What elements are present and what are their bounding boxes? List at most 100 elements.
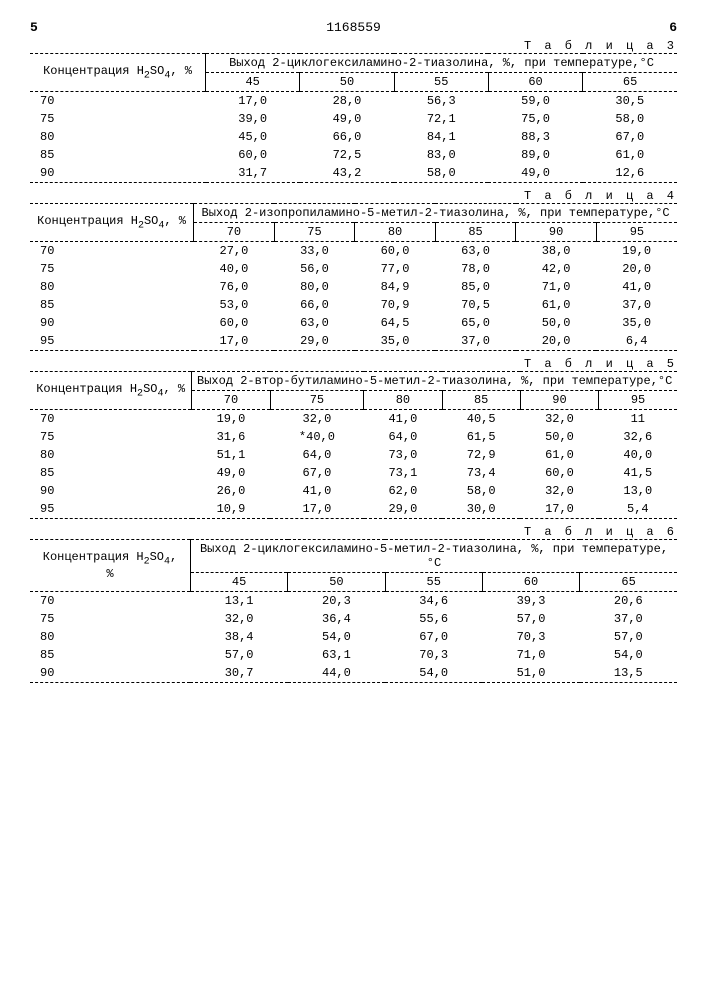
yield-value: 13,0 [599, 482, 677, 500]
concentration-value: 80 [30, 628, 190, 646]
yield-value: 37,0 [596, 296, 677, 314]
yield-value: 12,6 [583, 164, 677, 183]
temperature-column-header: 75 [270, 391, 364, 410]
yield-value: 40,5 [442, 410, 520, 429]
yield-value: 43,2 [300, 164, 394, 183]
concentration-value: 90 [30, 482, 192, 500]
concentration-value: 90 [30, 164, 206, 183]
temperature-column-header: 80 [364, 391, 442, 410]
yield-value: 61,5 [442, 428, 520, 446]
yield-value: 60,0 [206, 146, 300, 164]
yield-value: 34,6 [385, 592, 482, 611]
yield-value: 40,0 [194, 260, 275, 278]
concentration-value: 75 [30, 610, 190, 628]
data-table: Концентрация H2SO4, %Выход 2-циклогексил… [30, 53, 677, 183]
yield-value: 28,0 [300, 92, 394, 111]
concentration-value: 95 [30, 500, 192, 519]
yield-value: 41,0 [364, 410, 442, 429]
yield-value: 40,0 [599, 446, 677, 464]
yield-value: 17,0 [270, 500, 364, 519]
concentration-header: Концентрация H2SO4, % [30, 540, 190, 592]
yield-value: 66,0 [274, 296, 355, 314]
concentration-value: 85 [30, 646, 190, 664]
yield-value: 32,0 [190, 610, 287, 628]
yield-value: 64,5 [355, 314, 436, 332]
yield-value: 51,0 [482, 664, 579, 683]
yield-value: 38,0 [516, 242, 597, 261]
temperature-column-header: 75 [274, 223, 355, 242]
yield-value: 84,9 [355, 278, 436, 296]
yield-value: 72,1 [394, 110, 488, 128]
yield-value: 63,1 [288, 646, 385, 664]
data-table: Концентрация H2SO4, %Выход 2-циклогексил… [30, 539, 677, 683]
yield-value: 13,1 [190, 592, 287, 611]
yield-value: 61,0 [520, 446, 598, 464]
yield-value: 85,0 [435, 278, 516, 296]
yield-value: 20,6 [580, 592, 677, 611]
yield-value: 63,0 [274, 314, 355, 332]
concentration-value: 70 [30, 92, 206, 111]
yield-value: 30,5 [583, 92, 677, 111]
yield-value: 70,9 [355, 296, 436, 314]
yield-value: 89,0 [488, 146, 582, 164]
temperature-column-header: 95 [599, 391, 677, 410]
yield-value: 49,0 [488, 164, 582, 183]
temperature-column-header: 80 [355, 223, 436, 242]
yield-value: 19,0 [596, 242, 677, 261]
temperature-column-header: 60 [488, 73, 582, 92]
page-header: 5 1168559 6 [30, 20, 677, 35]
yield-value: 80,0 [274, 278, 355, 296]
yield-header: Выход 2-втор-бутиламино-5-метил-2-тиазол… [192, 372, 677, 391]
yield-value: 20,0 [596, 260, 677, 278]
yield-value: 55,6 [385, 610, 482, 628]
temperature-column-header: 85 [435, 223, 516, 242]
yield-value: 54,0 [288, 628, 385, 646]
yield-value: 31,7 [206, 164, 300, 183]
concentration-value: 70 [30, 592, 190, 611]
yield-value: 41,0 [596, 278, 677, 296]
concentration-value: 75 [30, 260, 194, 278]
yield-value: 60,0 [194, 314, 275, 332]
document-number: 1168559 [38, 20, 669, 35]
yield-value: 39,0 [206, 110, 300, 128]
yield-value: 72,9 [442, 446, 520, 464]
temperature-column-header: 90 [520, 391, 598, 410]
temperature-column-header: 50 [288, 573, 385, 592]
concentration-value: 90 [30, 314, 194, 332]
temperature-column-header: 70 [194, 223, 275, 242]
data-table: Концентрация H2SO4, %Выход 2-втор-бутила… [30, 371, 677, 519]
yield-value: 56,3 [394, 92, 488, 111]
concentration-value: 85 [30, 464, 192, 482]
yield-value: 36,4 [288, 610, 385, 628]
yield-value: 37,0 [435, 332, 516, 351]
yield-value: 60,0 [355, 242, 436, 261]
yield-value: 49,0 [300, 110, 394, 128]
yield-value: 5,4 [599, 500, 677, 519]
concentration-value: 90 [30, 664, 190, 683]
yield-value: 78,0 [435, 260, 516, 278]
table-label: Т а б л и ц а 6 [30, 525, 677, 539]
yield-header: Выход 2-изопропиламино-5-метил-2-тиазоли… [194, 204, 677, 223]
yield-value: 84,1 [394, 128, 488, 146]
yield-value: 70,3 [482, 628, 579, 646]
yield-value: 67,0 [385, 628, 482, 646]
yield-value: 26,0 [192, 482, 270, 500]
yield-value: 51,1 [192, 446, 270, 464]
right-page-marker: 6 [669, 20, 677, 35]
yield-header: Выход 2-циклогексиламино-2-тиазолина, %,… [206, 54, 677, 73]
yield-value: 42,0 [516, 260, 597, 278]
yield-value: *40,0 [270, 428, 364, 446]
temperature-column-header: 45 [190, 573, 287, 592]
yield-value: 32,0 [520, 410, 598, 429]
yield-value: 17,0 [194, 332, 275, 351]
temperature-column-header: 90 [516, 223, 597, 242]
yield-value: 75,0 [488, 110, 582, 128]
yield-value: 35,0 [355, 332, 436, 351]
yield-value: 29,0 [274, 332, 355, 351]
yield-value: 71,0 [516, 278, 597, 296]
yield-value: 73,4 [442, 464, 520, 482]
yield-value: 58,0 [442, 482, 520, 500]
table-label: Т а б л и ц а 5 [30, 357, 677, 371]
yield-value: 20,3 [288, 592, 385, 611]
yield-value: 49,0 [192, 464, 270, 482]
